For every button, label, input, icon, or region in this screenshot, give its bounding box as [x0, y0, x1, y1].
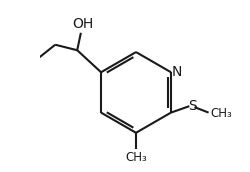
Text: N: N	[172, 64, 182, 78]
Text: CH₃: CH₃	[210, 107, 232, 120]
Text: OH: OH	[72, 17, 93, 31]
Text: CH₃: CH₃	[125, 151, 147, 164]
Text: S: S	[188, 99, 196, 113]
